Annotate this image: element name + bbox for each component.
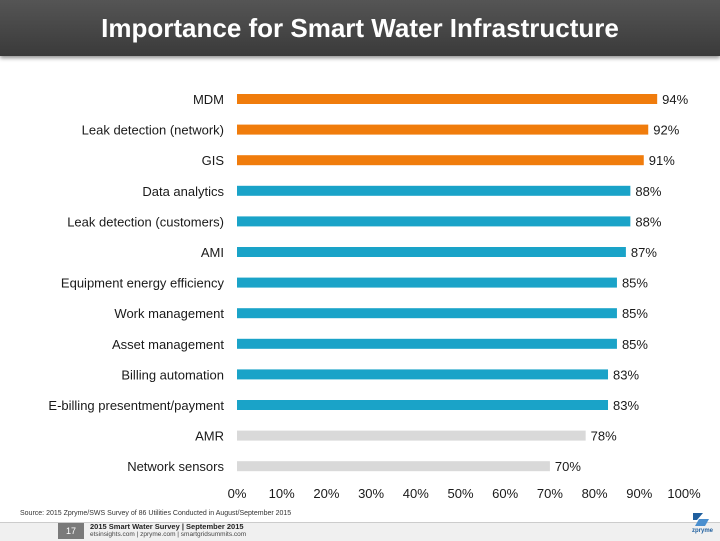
x-tick-label: 0% bbox=[228, 486, 247, 501]
x-tick-label: 10% bbox=[269, 486, 295, 501]
footer-survey-title: 2015 Smart Water Survey | September 2015 bbox=[90, 522, 244, 531]
footer-bar bbox=[0, 522, 720, 541]
data-label: 85% bbox=[622, 276, 648, 291]
x-tick-label: 80% bbox=[582, 486, 608, 501]
footer-websites: etsinsights.com | zpryme.com | smartgrid… bbox=[90, 531, 247, 538]
data-label: 70% bbox=[555, 459, 581, 474]
category-label: E-billing presentment/payment bbox=[48, 398, 224, 413]
x-tick-label: 20% bbox=[313, 486, 339, 501]
category-label: Billing automation bbox=[121, 367, 224, 382]
data-label: 88% bbox=[635, 184, 661, 199]
data-label: 88% bbox=[635, 214, 661, 229]
bar-7 bbox=[237, 277, 617, 288]
data-label: 87% bbox=[631, 245, 657, 260]
x-tick-label: 100% bbox=[667, 486, 701, 501]
bar-12 bbox=[237, 430, 586, 441]
category-label: GIS bbox=[202, 153, 225, 168]
bar-8 bbox=[237, 308, 617, 319]
category-label: Leak detection (customers) bbox=[67, 214, 224, 229]
data-label: 83% bbox=[613, 398, 639, 413]
category-label: Network sensors bbox=[127, 459, 224, 474]
x-tick-label: 50% bbox=[447, 486, 473, 501]
bar-2 bbox=[237, 124, 649, 135]
page-title: Importance for Smart Water Infrastructur… bbox=[101, 12, 619, 43]
page-number: 17 bbox=[58, 523, 84, 539]
bar-13 bbox=[237, 461, 550, 472]
zpryme-logo-icon bbox=[693, 513, 709, 526]
data-label: 92% bbox=[653, 123, 679, 138]
x-tick-label: 90% bbox=[626, 486, 652, 501]
category-label: AMR bbox=[195, 429, 224, 444]
bar-3 bbox=[237, 155, 644, 166]
bar-11 bbox=[237, 400, 609, 410]
source-note: Source: 2015 Zpryme/SWS Survey of 86 Uti… bbox=[20, 510, 292, 517]
x-tick-label: 30% bbox=[358, 486, 384, 501]
category-label: Leak detection (network) bbox=[82, 123, 224, 138]
x-tick-label: 70% bbox=[537, 486, 563, 501]
category-label: MDM bbox=[193, 92, 224, 107]
logo-text: zpryme bbox=[692, 528, 714, 534]
category-label: Data analytics bbox=[142, 184, 224, 199]
bar-6 bbox=[237, 247, 626, 257]
data-label: 91% bbox=[649, 153, 675, 168]
data-label: 85% bbox=[622, 306, 648, 321]
title-bar: Importance for Smart Water Infrastructur… bbox=[0, 0, 720, 56]
bar-9 bbox=[237, 338, 617, 349]
bar-10 bbox=[237, 369, 609, 380]
category-label: Asset management bbox=[112, 337, 224, 352]
bar-4 bbox=[237, 185, 631, 196]
data-label: 78% bbox=[591, 429, 617, 444]
x-tick-label: 40% bbox=[403, 486, 429, 501]
category-label: Equipment energy efficiency bbox=[61, 276, 225, 291]
x-tick-label: 60% bbox=[492, 486, 518, 501]
bar-1 bbox=[237, 94, 658, 104]
data-label: 94% bbox=[662, 92, 688, 107]
category-label: Work management bbox=[114, 306, 224, 321]
data-label: 85% bbox=[622, 337, 648, 352]
data-label: 83% bbox=[613, 367, 639, 382]
category-label: AMI bbox=[201, 245, 224, 260]
bar-5 bbox=[237, 216, 631, 227]
